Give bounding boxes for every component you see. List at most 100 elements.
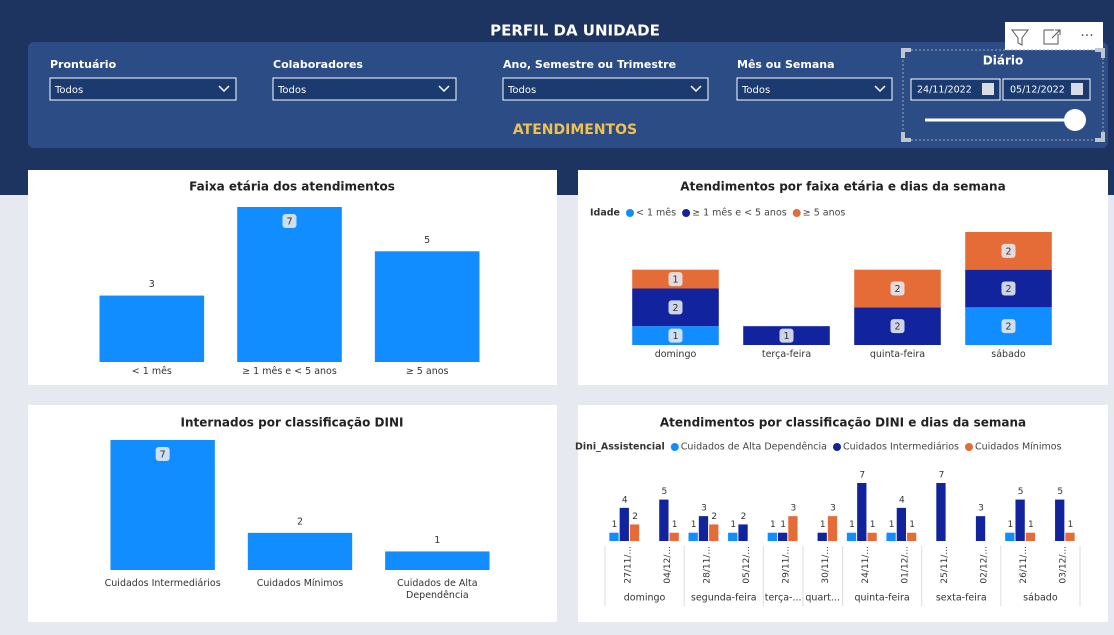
bar xyxy=(767,532,777,541)
bar xyxy=(1055,499,1065,541)
label-badge xyxy=(155,447,170,461)
data-label: 1 xyxy=(1068,520,1074,530)
calendar-icon[interactable] xyxy=(982,83,994,95)
dropdown[interactable] xyxy=(49,77,237,101)
data-label: 2 xyxy=(1005,322,1011,333)
x-tick-label: < 1 mês xyxy=(131,366,172,377)
label-badge xyxy=(779,328,794,343)
label-badge xyxy=(890,281,905,296)
label-badge xyxy=(668,272,683,287)
data-label: 1 xyxy=(1007,520,1013,530)
bar xyxy=(1015,499,1025,541)
data-label: 1 xyxy=(672,331,678,342)
label-badge xyxy=(890,319,905,334)
data-label: 2 xyxy=(741,512,747,522)
data-label: 2 xyxy=(894,322,900,333)
x-label-box: Cuidados Mínimos xyxy=(257,578,343,589)
more-icon[interactable]: ··· xyxy=(1080,28,1093,44)
bar xyxy=(247,532,353,570)
x-tick-label: 26/11/... xyxy=(1019,546,1029,584)
dropdown-value: Todos xyxy=(54,85,83,96)
slicer-label: Colaboradores xyxy=(273,58,363,71)
dropdown-value: Todos xyxy=(507,85,536,96)
bar xyxy=(1065,532,1075,541)
end-date-box[interactable] xyxy=(1002,78,1091,101)
bar xyxy=(1005,532,1015,541)
legend-entry: < 1 mês xyxy=(636,208,676,219)
bar xyxy=(936,483,946,541)
data-label: 1 xyxy=(691,520,697,530)
data-label: 7 xyxy=(160,450,166,461)
data-label: 7 xyxy=(859,471,865,481)
legend-swatch xyxy=(965,443,973,451)
data-label: 2 xyxy=(632,512,638,522)
group-label: segunda-feira xyxy=(691,593,757,604)
dropdown[interactable] xyxy=(502,77,709,101)
chevron xyxy=(218,85,230,93)
date-slicer: Diário 24/11/2022 05/12/2022 xyxy=(901,48,1105,142)
start-date-box[interactable] xyxy=(910,78,1001,101)
x-label-box: Cuidados de Alta Dependência xyxy=(397,578,478,601)
slider-knob[interactable] xyxy=(1064,109,1086,131)
x-tick-label: terça-feira xyxy=(761,349,812,360)
dropdown[interactable] xyxy=(272,77,457,101)
data-label: 7 xyxy=(939,471,945,481)
x-tick-label: 04/12/... xyxy=(663,546,673,584)
data-label: 4 xyxy=(622,495,628,505)
x-tick-label: 24/11/... xyxy=(861,546,871,584)
data-label: 1 xyxy=(612,520,618,530)
legend-swatch xyxy=(833,443,841,451)
label-badge xyxy=(1001,243,1016,258)
chevron xyxy=(690,85,702,93)
group-label: quart... xyxy=(805,593,840,604)
x-label-box: terça-feira xyxy=(761,349,812,360)
data-label: 7 xyxy=(286,217,292,228)
group-label: domingo xyxy=(624,593,666,604)
legend-swatch xyxy=(792,209,801,217)
dropdown-value: Todos xyxy=(277,85,306,96)
legend-title: Dini_Assistencial xyxy=(575,442,665,453)
slicer-label: Mês ou Semana xyxy=(737,58,835,71)
bar xyxy=(99,295,205,362)
x-tick-label: ≥ 1 mês e < 5 anos xyxy=(242,366,337,377)
legend-entry: ≥ 5 anos xyxy=(803,208,846,219)
x-tick-label: 25/11/... xyxy=(940,546,950,584)
end-date: 05/12/2022 xyxy=(1010,85,1065,96)
focus-icon[interactable] xyxy=(1043,29,1061,45)
bar xyxy=(619,507,629,541)
data-label: 1 xyxy=(820,520,826,530)
x-label-box: Cuidados Intermediários xyxy=(105,578,221,589)
filter-icon[interactable] xyxy=(1011,29,1029,46)
data-label: 1 xyxy=(672,275,678,286)
legend-swatch xyxy=(682,209,691,217)
chart-title: Atendimentos por faixa etária e dias da … xyxy=(680,180,1005,194)
data-label: 2 xyxy=(1005,246,1011,257)
group-label: sexta-feira xyxy=(936,593,987,604)
x-tick-label: 01/12/... xyxy=(900,546,910,584)
bar xyxy=(609,532,619,541)
chevron xyxy=(438,85,450,93)
data-label: 5 xyxy=(1018,487,1024,497)
selection-frame xyxy=(902,49,1104,141)
x-tick-label: 05/12/... xyxy=(742,546,752,584)
section-title: ATENDIMENTOS xyxy=(513,122,637,138)
x-tick-label: 27/11/... xyxy=(623,546,633,584)
bar xyxy=(698,516,709,541)
label-badge xyxy=(1001,319,1016,334)
bar xyxy=(846,532,857,541)
dropdown[interactable] xyxy=(736,77,893,101)
data-label: 2 xyxy=(1005,284,1011,295)
calendar-icon[interactable] xyxy=(1071,83,1083,95)
chart-title: Faixa etária dos atendimentos xyxy=(189,180,395,194)
data-label: 3 xyxy=(978,504,984,514)
selection-handles xyxy=(901,48,1105,142)
label-badge xyxy=(1001,281,1016,296)
x-tick-label: domingo xyxy=(654,349,697,360)
bar xyxy=(659,499,669,541)
group-label: quinta-feira xyxy=(854,593,909,604)
bar xyxy=(817,532,827,541)
bar xyxy=(738,524,748,541)
legend-title: Idade xyxy=(590,208,620,219)
data-label: 2 xyxy=(297,516,303,527)
bar xyxy=(110,440,215,570)
